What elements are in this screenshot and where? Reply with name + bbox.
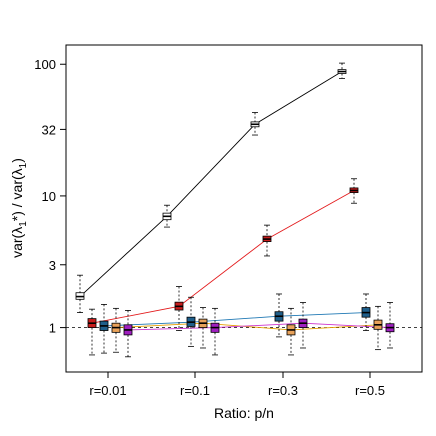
box-plot — [99, 304, 109, 354]
y-tick-label: 10 — [42, 189, 56, 204]
x-tick-label: r=0.01 — [89, 383, 126, 398]
y-tick-label: 100 — [34, 57, 56, 72]
box-plot — [262, 224, 272, 257]
series-line — [103, 312, 367, 327]
box-plot — [111, 307, 121, 353]
y-tick-label: 32 — [42, 122, 56, 137]
box-plot — [361, 293, 371, 331]
box-plot — [337, 62, 347, 79]
y-tick-label: 3 — [49, 258, 56, 273]
box-plot — [186, 296, 196, 347]
box-plot — [123, 310, 133, 358]
x-tick-label: r=0.5 — [355, 383, 385, 398]
box-plot — [75, 274, 85, 313]
box-plot — [87, 308, 97, 356]
box-plot — [198, 307, 208, 349]
series-line — [91, 190, 355, 324]
x-tick-label: r=0.1 — [180, 383, 210, 398]
box-plot — [174, 286, 184, 331]
x-tick-label: r=0.3 — [268, 383, 298, 398]
box-plot — [286, 307, 296, 356]
box-plot — [250, 112, 260, 136]
plot-frame — [65, 44, 423, 373]
box-plot — [274, 293, 284, 338]
box-plot — [373, 305, 383, 351]
box-plot — [298, 302, 308, 349]
box-plot — [210, 307, 220, 356]
series-line — [127, 322, 391, 331]
x-axis-label: Ratio: p/n — [214, 405, 274, 421]
y-tick-label: 1 — [49, 321, 56, 336]
box-plot — [385, 302, 395, 349]
series-line — [79, 71, 343, 297]
box-plot — [349, 178, 359, 204]
series-line — [115, 322, 379, 331]
y-axis-label: var(λ1*) / var(λ1) — [9, 158, 29, 258]
box-plot — [162, 204, 172, 228]
